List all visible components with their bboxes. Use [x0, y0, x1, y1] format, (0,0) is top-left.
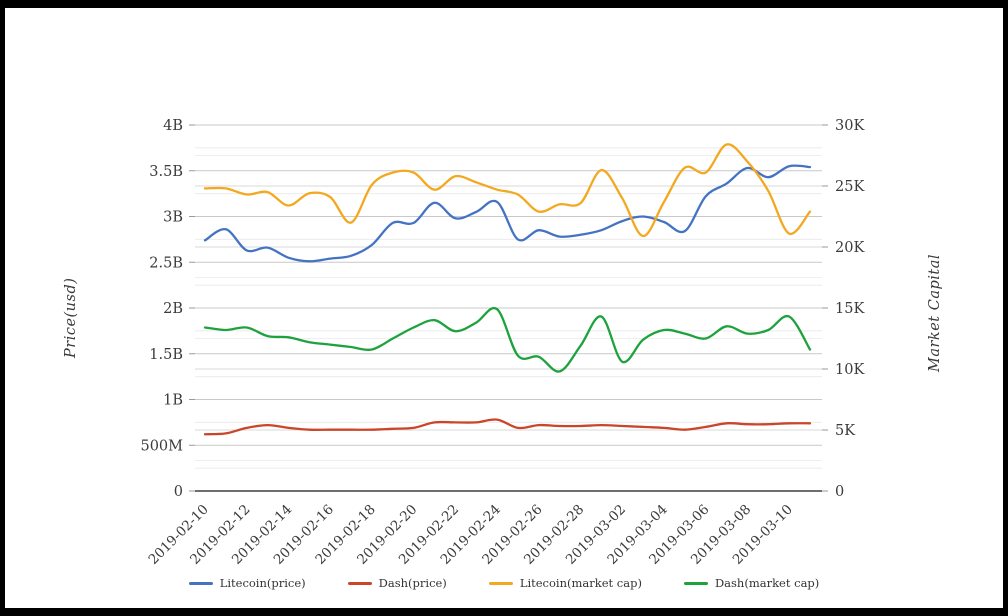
series-line-dash-market-cap	[203, 306, 812, 373]
legend-item-dash-market-cap[interactable]: Dash(market cap)	[683, 576, 820, 590]
right-axis-tick-label: 25K	[835, 179, 865, 195]
chart-container: 0 500M 1B 1.5B 2B 2.5B 3B 3.5B 4B 0 5K 10K 15K 20K 25K…	[5, 8, 1003, 608]
right-axis-tick-label: 30K	[835, 118, 865, 134]
series-line-litecoin-market-cap	[203, 143, 812, 238]
left-axis-tick-label: 1B	[163, 393, 183, 409]
legend-swatch-icon	[488, 581, 513, 585]
legend-label: Litecoin(price)	[219, 576, 306, 590]
left-axis-tick-label: 4B	[163, 118, 183, 134]
right-axis-tick-label: 10K	[835, 362, 865, 378]
legend-swatch-icon	[188, 581, 213, 585]
left-axis-tick-label: 1.5B	[149, 347, 183, 363]
chart-canvas: 0 500M 1B 1.5B 2B 2.5B 3B 3.5B 4B 0 5K 10K 15K 20K 25K…	[140, 118, 865, 568]
series-line-litecoin-price	[203, 164, 812, 263]
left-axis-tick-label: 2B	[163, 301, 183, 317]
legend-swatch-icon	[347, 581, 372, 585]
legend-item-dash-price[interactable]: Dash(price)	[347, 576, 447, 590]
left-axis-tick-label: 2.5B	[149, 255, 183, 271]
series-line-dash-price	[203, 418, 812, 436]
right-axis-tick-label: 15K	[835, 301, 865, 317]
right-axis-tick-label: 20K	[835, 240, 865, 256]
left-axis-tick-label: 3.5B	[149, 164, 183, 180]
legend-label: Litecoin(market cap)	[519, 576, 642, 590]
legend-swatch-icon	[683, 581, 708, 585]
legend-label: Dash(price)	[378, 576, 447, 590]
left-axis-tick-label: 500M	[140, 438, 183, 454]
left-axis-tick-label: 0	[174, 484, 183, 500]
right-axis-title: Market Capital	[927, 254, 943, 372]
legend-item-litecoin-price[interactable]: Litecoin(price)	[188, 576, 306, 590]
left-axis-title: Price(usd)	[63, 277, 79, 359]
right-axis-tick-label: 5K	[835, 423, 856, 439]
left-axis-tick-label: 3B	[163, 210, 183, 226]
legend-item-litecoin-market-cap[interactable]: Litecoin(market cap)	[488, 576, 642, 590]
legend-label: Dash(market cap)	[714, 576, 820, 590]
legend: Litecoin(price) Dash(price) Litecoin(marke…	[5, 576, 1003, 590]
right-axis-tick-label: 0	[835, 484, 844, 500]
